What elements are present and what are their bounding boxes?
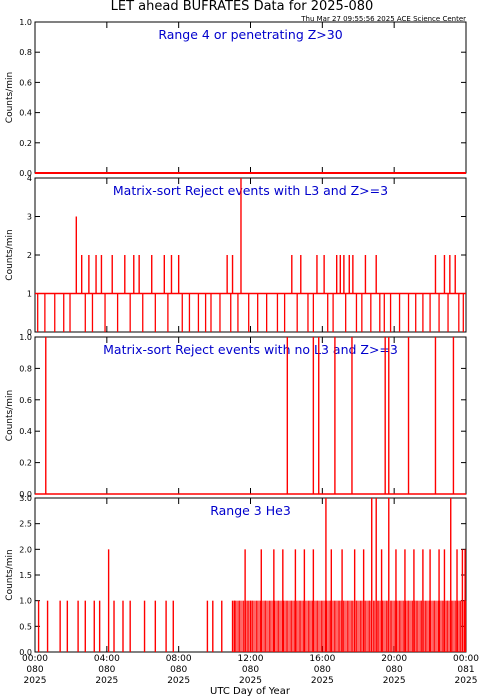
y-tick-label: 0 [27,328,32,337]
x-tick-label: 20:00 [381,654,407,664]
y-tick-label: 0.6 [19,78,32,87]
x-tick-label: 2025 [239,676,262,686]
y-tick-label: 0.5 [19,622,32,631]
x-tick-label: 00:00 [22,654,48,664]
y-tick-label: 0.0 [19,490,32,499]
y-tick-label: 0.4 [19,427,32,436]
y-tick-label: 3 [27,213,32,222]
y-axis-label: Counts/min [5,390,15,441]
y-axis-label: Counts/min [5,229,15,280]
y-tick-label: 1 [27,290,32,299]
x-tick-label: 00:00 [453,654,479,664]
x-tick-label: 080 [170,665,187,675]
y-tick-label: 2 [27,251,32,260]
panel-title: Matrix-sort Reject events with L3 and Z>… [113,183,388,198]
x-tick-label: 16:00 [309,654,335,664]
x-tick-label: 2025 [95,676,118,686]
timestamp: Thu Mar 27 09:55:56 2025 ACE Science Cen… [300,15,466,23]
y-axis-label: Counts/min [5,72,15,123]
plot-frame [34,177,467,333]
x-tick-label: 080 [386,665,403,675]
plot-frame [34,336,467,495]
y-tick-label: 3.0 [19,494,32,503]
panel-title: Range 4 or penetrating Z>30 [158,27,342,42]
x-tick-label: 2025 [383,676,406,686]
x-tick-label: 080 [26,665,43,675]
y-axis-label: Counts/min [5,549,15,600]
x-tick-label: 2025 [455,676,478,686]
x-tick-label: 080 [98,665,115,675]
x-tick-label: 2025 [311,676,334,686]
x-tick-label: 08:00 [166,654,192,664]
panel-title: Matrix-sort Reject events with no L3 and… [103,342,398,357]
y-tick-label: 0.8 [19,48,32,57]
plot-frame [34,21,467,174]
panel-1: 0.0 0.2 0.4 0.6 0.8 1.0 Counts/min Range 4 or p… [5,18,467,178]
y-tick-label: 2.5 [19,520,32,529]
y-tick-label: 0.0 [19,169,32,178]
x-tick-label: 2025 [167,676,190,686]
panel-title: Range 3 He3 [210,503,291,518]
y-tick-label: 2.0 [19,545,32,554]
figure-title: LET ahead BUFRATES Data for 2025-080 [111,0,374,14]
y-tick-label: 1.0 [19,597,32,606]
x-tick-label: 04:00 [94,654,120,664]
y-tick-label: 0.4 [19,109,32,118]
y-tick-label: 0.2 [19,459,32,468]
y-tick-label: 1.0 [19,18,32,27]
y-tick-label: 1.0 [19,333,32,342]
panel-2: 0 1 2 3 4 Counts/min Matrix-sort Reject events… [5,174,467,337]
y-tick-label: 0.8 [19,364,32,373]
x-tick-label: 080 [314,665,331,675]
x-axis-label: UTC Day of Year [210,686,291,697]
y-tick-label: 4 [27,174,32,183]
panel-4: 0.0 0.5 1.0 1.5 2.0 2.5 3.0 Counts/min Range 3 H… [5,494,467,657]
y-tick-label: 0.6 [19,396,32,405]
panels: 0.0 0.2 0.4 0.6 0.8 1.0 Counts/min Range 4 or p… [5,18,479,686]
x-tick-label: 081 [457,665,474,675]
y-tick-label: 0.2 [19,139,32,148]
y-tick-label: 0.0 [19,648,32,657]
x-tick-label: 12:00 [238,654,264,664]
x-tick-label: 2025 [24,676,47,686]
x-tick-label: 080 [242,665,259,675]
y-tick-label: 1.5 [19,571,32,580]
panel-3: 0.0 0.2 0.4 0.6 0.8 1.0 Counts/min Matrix-sort … [5,333,467,499]
